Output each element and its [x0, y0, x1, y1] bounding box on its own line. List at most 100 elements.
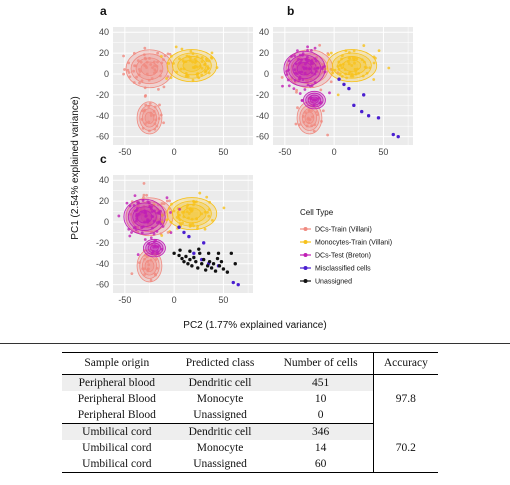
- section-divider: [0, 343, 510, 344]
- data-point: [313, 123, 317, 127]
- data-point: [149, 111, 153, 115]
- x-tick-label: 0: [172, 147, 177, 157]
- data-point: [320, 119, 323, 123]
- data-point: [208, 200, 212, 204]
- data-point: [172, 209, 176, 213]
- data-point: [231, 280, 235, 285]
- data-point: [156, 60, 159, 64]
- y-tick-label: 40: [259, 27, 269, 37]
- header-predicted-class: Predicted class: [171, 352, 269, 375]
- data-point: [147, 105, 151, 109]
- header-accuracy: Accuracy: [372, 352, 438, 375]
- data-point: [162, 58, 165, 62]
- x-tick-label: 50: [218, 147, 228, 157]
- y-tick-label: 0: [104, 217, 109, 227]
- data-point: [177, 225, 181, 229]
- data-point: [200, 60, 204, 63]
- data-point: [149, 207, 153, 211]
- data-point: [181, 210, 184, 214]
- data-point: [145, 60, 149, 64]
- data-point: [346, 60, 350, 63]
- data-point: [236, 282, 240, 287]
- data-point: [299, 60, 303, 64]
- data-point: [338, 72, 342, 76]
- data-point: [314, 98, 318, 101]
- data-point: [305, 124, 309, 128]
- data-point: [329, 80, 333, 84]
- data-point: [146, 269, 150, 273]
- y-tick-label: -60: [256, 132, 269, 142]
- data-point: [187, 216, 190, 220]
- data-point: [354, 72, 358, 76]
- y-tick-label: -60: [96, 280, 109, 290]
- data-point: [206, 251, 211, 256]
- data-point: [363, 65, 367, 69]
- data-point: [305, 60, 309, 64]
- data-point: [149, 236, 153, 240]
- data-point: [147, 263, 151, 267]
- data-point: [233, 262, 237, 266]
- data-point: [344, 49, 348, 53]
- data-point: [135, 214, 138, 218]
- data-point: [314, 59, 318, 63]
- data-point: [142, 196, 145, 199]
- data-point: [169, 211, 172, 214]
- data-point: [352, 58, 356, 62]
- data-point: [312, 98, 316, 101]
- header-number-of-cells: Number of cells: [268, 352, 374, 375]
- legend-marker: [303, 266, 308, 270]
- data-point: [145, 72, 149, 76]
- data-point: [311, 115, 314, 119]
- data-point: [126, 68, 130, 72]
- data-point: [178, 213, 181, 217]
- data-point: [343, 68, 347, 72]
- data-point: [216, 251, 221, 256]
- data-point: [302, 120, 306, 124]
- x-tick-label: 0: [172, 295, 177, 305]
- data-point: [150, 230, 153, 234]
- data-point: [170, 54, 173, 58]
- cell-count: 60: [268, 456, 374, 473]
- data-point: [135, 217, 139, 221]
- y-tick-label: -40: [96, 259, 109, 269]
- data-point: [347, 51, 351, 54]
- data-point: [190, 264, 194, 268]
- data-point: [186, 74, 190, 78]
- plot-background: [113, 175, 253, 293]
- data-point: [194, 200, 198, 204]
- data-point: [192, 251, 196, 256]
- data-point: [185, 210, 189, 214]
- data-point: [148, 205, 152, 209]
- panel-label: b: [287, 4, 294, 18]
- data-point: [293, 68, 297, 72]
- data-point: [128, 204, 132, 208]
- data-point: [165, 199, 169, 203]
- data-point: [307, 121, 311, 125]
- data-point: [182, 230, 186, 235]
- data-point: [352, 103, 356, 108]
- data-point: [368, 66, 372, 70]
- data-point: [339, 64, 342, 67]
- data-point: [188, 249, 192, 253]
- data-point: [191, 52, 195, 55]
- data-point: [205, 59, 209, 62]
- data-point: [136, 225, 139, 229]
- data-point: [351, 74, 355, 78]
- data-point: [294, 122, 298, 126]
- data-point: [197, 247, 201, 251]
- data-point: [135, 206, 139, 210]
- data-point: [132, 226, 136, 230]
- data-point: [143, 46, 147, 50]
- data-point: [213, 269, 218, 273]
- data-point: [169, 76, 173, 80]
- legend-marker: [303, 240, 308, 244]
- data-point: [182, 259, 186, 264]
- data-point: [142, 207, 146, 210]
- data-point: [132, 51, 136, 55]
- data-point: [347, 71, 351, 75]
- data-point: [352, 49, 356, 53]
- data-point: [299, 63, 303, 67]
- data-point: [306, 49, 309, 52]
- data-point: [178, 207, 181, 211]
- data-point: [191, 60, 195, 64]
